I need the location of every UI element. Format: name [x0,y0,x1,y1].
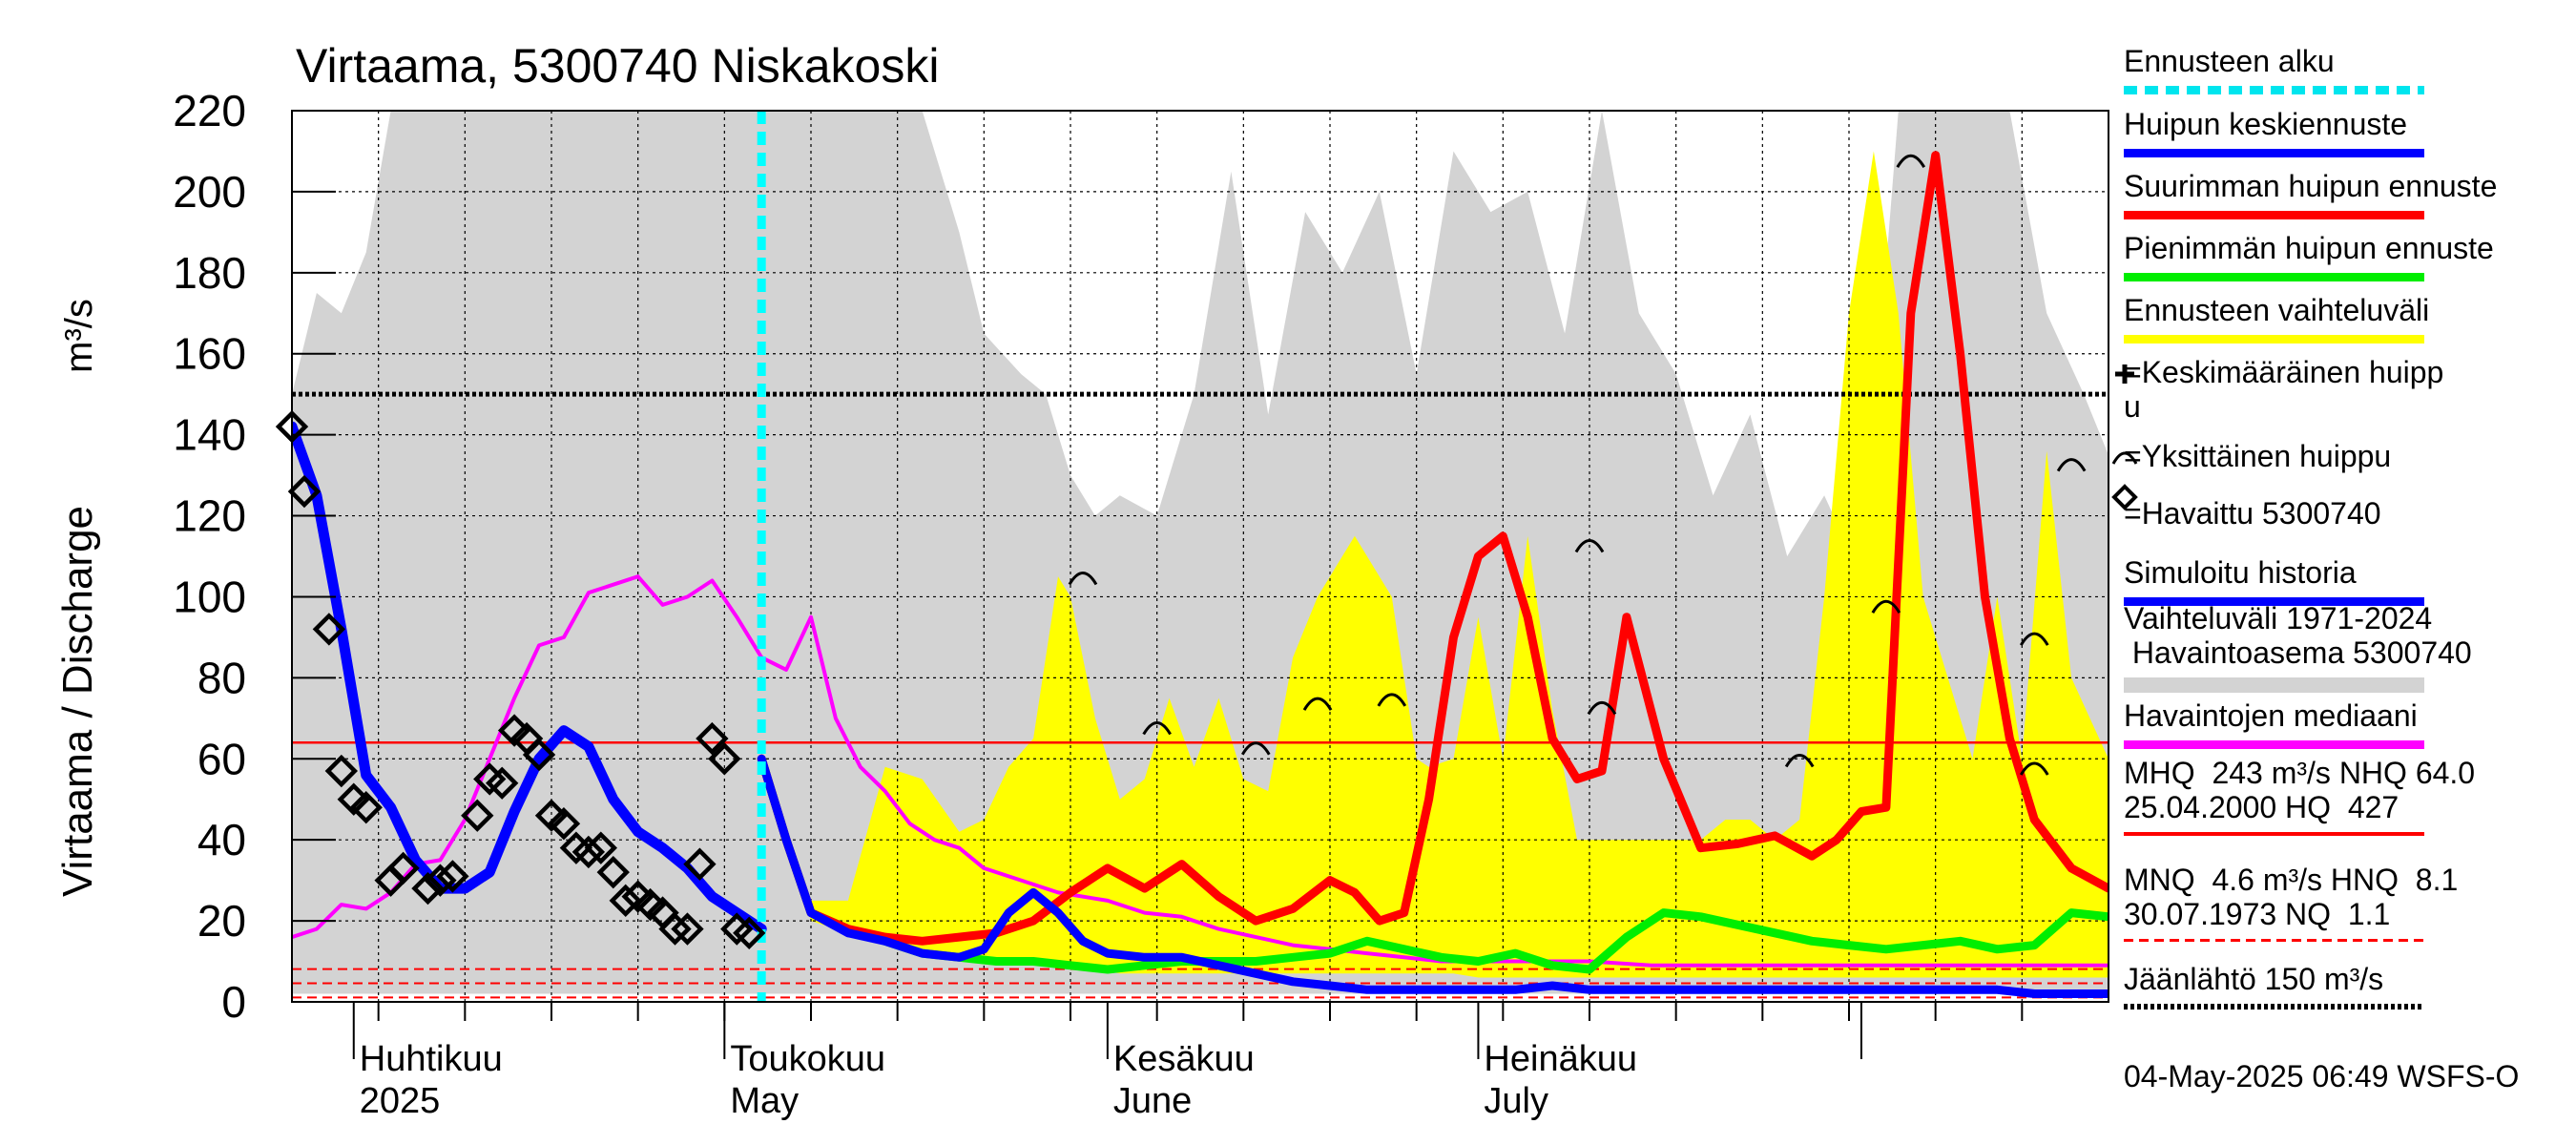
observed-point [287,474,322,509]
legend-swatch [2124,335,2424,344]
single-peak-marker [2019,632,2049,646]
median-line [292,574,2109,968]
observed-point [312,613,346,646]
observed-point [386,851,420,885]
legend-label: MHQ 243 m³/s NHQ 64.0 25.04.2000 HQ 427 [2124,756,2476,824]
observed-point [424,864,457,897]
month-label-en: 2025 [360,1081,441,1121]
month-label-fi: Huhtikuu [360,1039,503,1079]
legend-swatch [2124,149,2424,157]
legend-label: =Keskimääräinen huipp u [2124,355,2444,424]
single-peak-marker [1377,693,1407,707]
chart-title: Virtaama, 5300740 Niskakoski [296,39,939,93]
observed-point [609,884,642,918]
plot-frame [291,110,2109,1003]
month-label-fi: Heinäkuu [1484,1039,1637,1079]
legend-swatch [2124,86,2424,94]
forecast-range-band [761,151,2109,978]
y-tick-label: 80 [197,653,246,702]
legend-swatch [2124,832,2424,836]
legend-swatch [2124,273,2424,281]
month-label-en: July [1484,1081,1548,1121]
observed-point [683,847,717,881]
legend-swatch [2124,677,2424,693]
single-peak-marker [1896,154,1926,168]
observed-point [658,912,692,946]
single-peak-icon [2111,451,2138,465]
y-tick-label: 100 [173,572,246,621]
observed-point [596,855,630,889]
month-label-fi: Kesäkuu [1113,1039,1255,1079]
average-peak-icon [2115,364,2134,384]
observed-point [324,754,358,788]
observed-point [696,721,729,756]
single-peak-marker [1574,539,1605,553]
y-axis-unit: m³/s [58,299,100,373]
single-peak-marker [1302,697,1333,711]
observed-point [733,916,766,950]
y-tick-label: 220 [173,86,246,135]
legend-label: Ennusteen alku [2124,44,2335,78]
legend-label: Huipun keskiennuste [2124,107,2408,141]
single-peak-marker [1240,741,1271,756]
observed-point [411,871,445,906]
y-tick-label: 160 [173,329,246,379]
legend-label: Havaintojen mediaani [2124,698,2418,733]
month-label-en: May [730,1081,799,1121]
single-peak-marker [1068,572,1098,586]
legend-label: =Yksittäinen huippu [2124,439,2392,473]
observed-point [671,912,704,946]
single-peak-marker [1142,721,1172,736]
y-tick-label: 20 [197,896,246,946]
max-peak-forecast-line [757,151,2109,946]
observed-icon [2111,484,2138,510]
month-label-en: June [1113,1081,1192,1121]
y-axis-label: Virtaama / Discharge [54,506,101,897]
observed-point [547,807,581,841]
legend-label: MNQ 4.6 m³/s HNQ 8.1 30.07.1973 NQ 1.1 [2124,863,2459,931]
observed-point [349,791,383,824]
legend-swatch [2124,939,2424,942]
observed-point [584,831,617,864]
legend-swatch [2124,740,2424,749]
legend-swatch [2124,211,2424,219]
observed-point [522,738,556,772]
observed-point [486,766,519,800]
legend-label: Ennusteen vaihteluväli [2124,293,2430,327]
single-peak-marker [1871,599,1901,614]
y-tick-label: 120 [173,491,246,541]
single-peak-marker [1587,700,1617,716]
y-tick-label: 40 [197,815,246,864]
month-label-fi: Toukokuu [730,1039,885,1079]
legend-label: Vaihteluväli 1971-2024 Havaintoasema 530… [2124,601,2472,670]
legend-label: Simuloitu historia [2124,555,2357,590]
simulated-history-line [292,421,767,935]
single-peak-marker [1784,754,1815,768]
legend-label: Suurimman huipun ennuste [2124,169,2498,203]
observed-point [436,860,469,893]
observed-point [708,742,741,776]
y-tick-label: 0 [221,977,246,1027]
history-range-band [292,111,2109,994]
y-tick-label: 180 [173,248,246,298]
single-peak-marker [2019,761,2049,776]
legend-swatch [2124,1004,2424,1010]
legend-label: Pienimmän huipun ennuste [2124,231,2494,265]
legend-swatch [2124,597,2424,606]
y-tick-label: 200 [173,167,246,217]
timestamp: 04-May-2025 06:49 WSFS-O [2124,1059,2520,1093]
single-peak-marker [2056,458,2087,472]
observed-point [571,835,606,869]
observed-point [461,799,494,832]
y-tick-label: 60 [197,734,246,783]
mean-peak-forecast-line [757,754,2109,998]
legend-label: Jäänlähtö 150 m³/s [2124,962,2384,996]
legend-label: =Havaittu 5300740 [2124,496,2381,531]
y-tick-label: 140 [173,410,246,460]
legend-symbols [2111,364,2138,510]
